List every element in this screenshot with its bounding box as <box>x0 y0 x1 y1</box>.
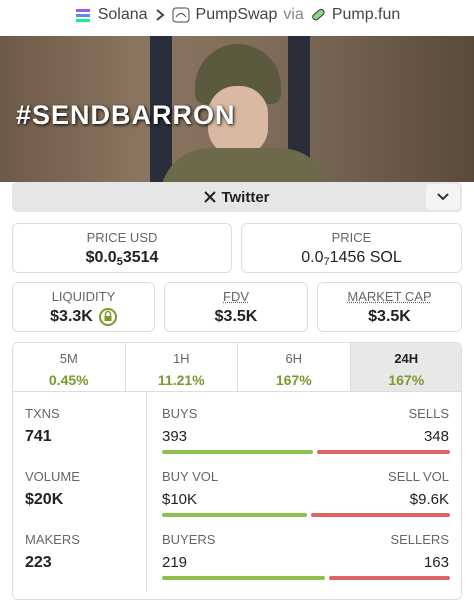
timeframe-tab[interactable]: 5M 0.45% <box>13 343 126 391</box>
timeframe-label: 6H <box>285 351 303 366</box>
sell-value: 348 <box>423 428 449 445</box>
sell-label: SELLS <box>408 406 449 421</box>
stat-label: VOLUME <box>25 469 80 484</box>
breadcrumb: Solana PumpSwap via Pump.fun <box>0 0 474 30</box>
stat-value: $20K <box>25 491 64 508</box>
price-digits: 3514 <box>122 249 159 266</box>
price-usd-card: PRICE USD $0.053514 <box>12 223 232 273</box>
price-zeros: 5 <box>116 256 123 268</box>
social-label: Twitter <box>221 188 270 206</box>
metric-label: MARKET CAP <box>347 289 432 304</box>
banner-beam <box>288 36 310 182</box>
dex[interactable]: PumpSwap <box>195 6 278 23</box>
banner: #SENDBARRON <box>0 36 474 182</box>
x-icon <box>204 191 217 203</box>
timeframe-tab[interactable]: 1H 11.21% <box>125 343 238 391</box>
timeframe-tab[interactable]: 6H 167% <box>238 343 351 391</box>
timeframe-change: 167% <box>388 372 425 388</box>
dropdown-icon <box>437 193 449 201</box>
buy-bar <box>162 450 313 454</box>
timeframe-label: 5M <box>59 351 78 366</box>
price-usd: $0.053514 <box>13 249 231 268</box>
stats-panel: TXNS 741 BUYS SELLS 393 348 VOLUME $20K BUY VOL S… <box>12 392 462 600</box>
price-prefix: 0.0 <box>301 249 324 266</box>
social-button[interactable]: Twitter <box>12 182 462 212</box>
price-native-card: PRICE 0.071456 SOL <box>241 223 462 273</box>
buy-bar <box>162 576 325 580</box>
timeframe-change: 0.45% <box>48 372 89 388</box>
metric-value: $3.3K <box>13 308 154 326</box>
solana-logo <box>75 9 90 22</box>
metric-label: FDV <box>223 289 249 304</box>
sell-value: 163 <box>423 554 449 571</box>
metric-value-text: $3.3K <box>50 308 93 325</box>
metric-value: $3.5K <box>318 308 461 326</box>
sell-bar <box>316 450 450 454</box>
chain[interactable]: Solana <box>97 6 148 23</box>
buy-value: 393 <box>162 428 188 445</box>
buy-value: $10K <box>162 491 198 508</box>
timeframe-change: 11.21% <box>157 372 205 388</box>
buy-label: BUYS <box>162 406 198 421</box>
price-zeros: 7 <box>323 256 330 268</box>
chevron <box>155 9 165 21</box>
metric-card: FDV $3.5K <box>164 282 308 332</box>
uniform <box>160 148 330 182</box>
sell-bar <box>328 576 450 580</box>
lock-icon <box>98 308 117 326</box>
banner-text: #SENDBARRON <box>16 100 236 130</box>
metric-value: $3.5K <box>165 308 307 326</box>
timeframe-change: 167% <box>275 372 312 388</box>
timeframe-tab[interactable]: 24H 167% <box>350 343 461 391</box>
launchpad[interactable]: Pump.fun <box>331 6 401 23</box>
banner-beam <box>150 36 172 182</box>
label: PRICE USD <box>86 230 158 245</box>
sell-bar <box>310 513 450 517</box>
buy-value: 219 <box>162 554 188 571</box>
stat-label: MAKERS <box>25 532 80 547</box>
metric-card: MARKET CAP $3.5K <box>317 282 462 332</box>
label: PRICE <box>331 230 372 245</box>
buy-label: BUYERS <box>162 532 216 547</box>
metric-value-text: $3.5K <box>368 308 411 325</box>
sell-value: $9.6K <box>409 491 449 508</box>
via: via <box>283 6 304 23</box>
price-prefix: $0.0 <box>85 249 117 266</box>
buy-label: BUY VOL <box>162 469 219 484</box>
price-native: 0.071456 SOL <box>242 249 461 268</box>
timeframe-label: 24H <box>394 351 419 366</box>
metric-value-text: $3.5K <box>214 308 258 325</box>
timeframe-label: 1H <box>172 351 190 366</box>
timeframe-tabs: 5M 0.45% 1H 11.21% 6H 167% 24H 167% <box>12 342 462 392</box>
dropdown[interactable] <box>426 184 460 210</box>
metric-card: LIQUIDITY $3.3K <box>12 282 155 332</box>
metric-label: LIQUIDITY <box>51 289 116 304</box>
sell-label: SELLERS <box>390 532 449 547</box>
divider <box>146 392 147 592</box>
price-digits: 1456 SOL <box>329 249 402 266</box>
pump-logo <box>312 8 325 21</box>
dex-logo <box>172 7 190 23</box>
stat-value: 223 <box>25 554 52 571</box>
face <box>208 86 268 156</box>
buy-bar <box>162 513 307 517</box>
stat-value: 741 <box>25 428 52 445</box>
sell-label: SELL VOL <box>388 469 449 484</box>
stat-label: TXNS <box>25 406 60 421</box>
